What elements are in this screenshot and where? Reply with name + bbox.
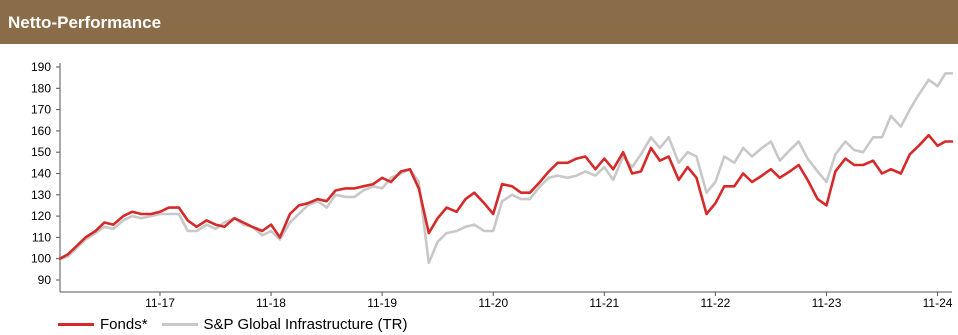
x-tick-label: 11-17 xyxy=(145,296,175,310)
legend-item-benchmark: S&P Global Infrastructure (TR) xyxy=(161,315,408,333)
y-tick-label: 170 xyxy=(31,103,51,117)
y-tick-label: 100 xyxy=(31,252,51,266)
x-tick-label: 11-18 xyxy=(256,296,286,310)
chart-legend: Fonds* S&P Global Infrastructure (TR) xyxy=(58,314,422,334)
y-tick-label: 180 xyxy=(31,81,51,95)
y-tick-label: 110 xyxy=(32,230,51,244)
y-tick-label: 130 xyxy=(31,188,51,202)
legend-label-benchmark: S&P Global Infrastructure (TR) xyxy=(203,315,408,333)
x-tick-label: 11-23 xyxy=(812,296,842,310)
y-tick-label: 190 xyxy=(31,60,51,74)
x-tick-label: 11-21 xyxy=(589,296,619,310)
performance-chart: 90 100 110 120 130 140 150 160 170 180 190 11-17 11-… xyxy=(31,60,954,310)
chart-header: Netto-Performance xyxy=(0,0,958,44)
y-tick-label: 140 xyxy=(31,167,51,181)
x-tick-label: 11-22 xyxy=(700,296,730,310)
y-tick-label: 120 xyxy=(31,209,51,223)
y-tick-label: 90 xyxy=(38,273,52,287)
y-tick-label: 160 xyxy=(31,124,51,138)
x-tick-label: 11-20 xyxy=(478,296,508,310)
legend-swatch-benchmark xyxy=(161,322,198,326)
chart-title: Netto-Performance xyxy=(8,13,162,32)
series-line-fonds xyxy=(58,133,954,260)
x-tick-label: 11-24 xyxy=(923,296,953,310)
series-line-benchmark xyxy=(58,72,954,265)
legend-label-fonds: Fonds* xyxy=(100,315,148,333)
y-tick-label: 150 xyxy=(31,145,51,159)
legend-swatch-fonds xyxy=(58,322,94,326)
legend-item-fonds: Fonds* xyxy=(58,316,148,333)
x-tick-label: 11-19 xyxy=(367,296,397,310)
